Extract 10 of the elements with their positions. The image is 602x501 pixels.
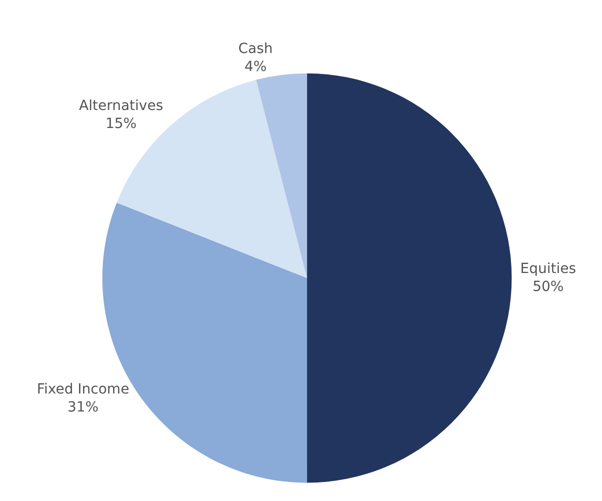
data-label: 15% [105, 116, 137, 132]
slice-label: Fixed Income [36, 381, 130, 398]
pie-slice [256, 73, 308, 278]
pie-slice [307, 73, 512, 483]
slice-label: Alternatives [79, 98, 164, 114]
data-label: 4% [244, 59, 267, 76]
data-label: 50% [532, 279, 564, 296]
data-label: 31% [67, 400, 99, 416]
slice-label: Equities [520, 260, 576, 277]
slice-label: Cash [238, 41, 273, 58]
